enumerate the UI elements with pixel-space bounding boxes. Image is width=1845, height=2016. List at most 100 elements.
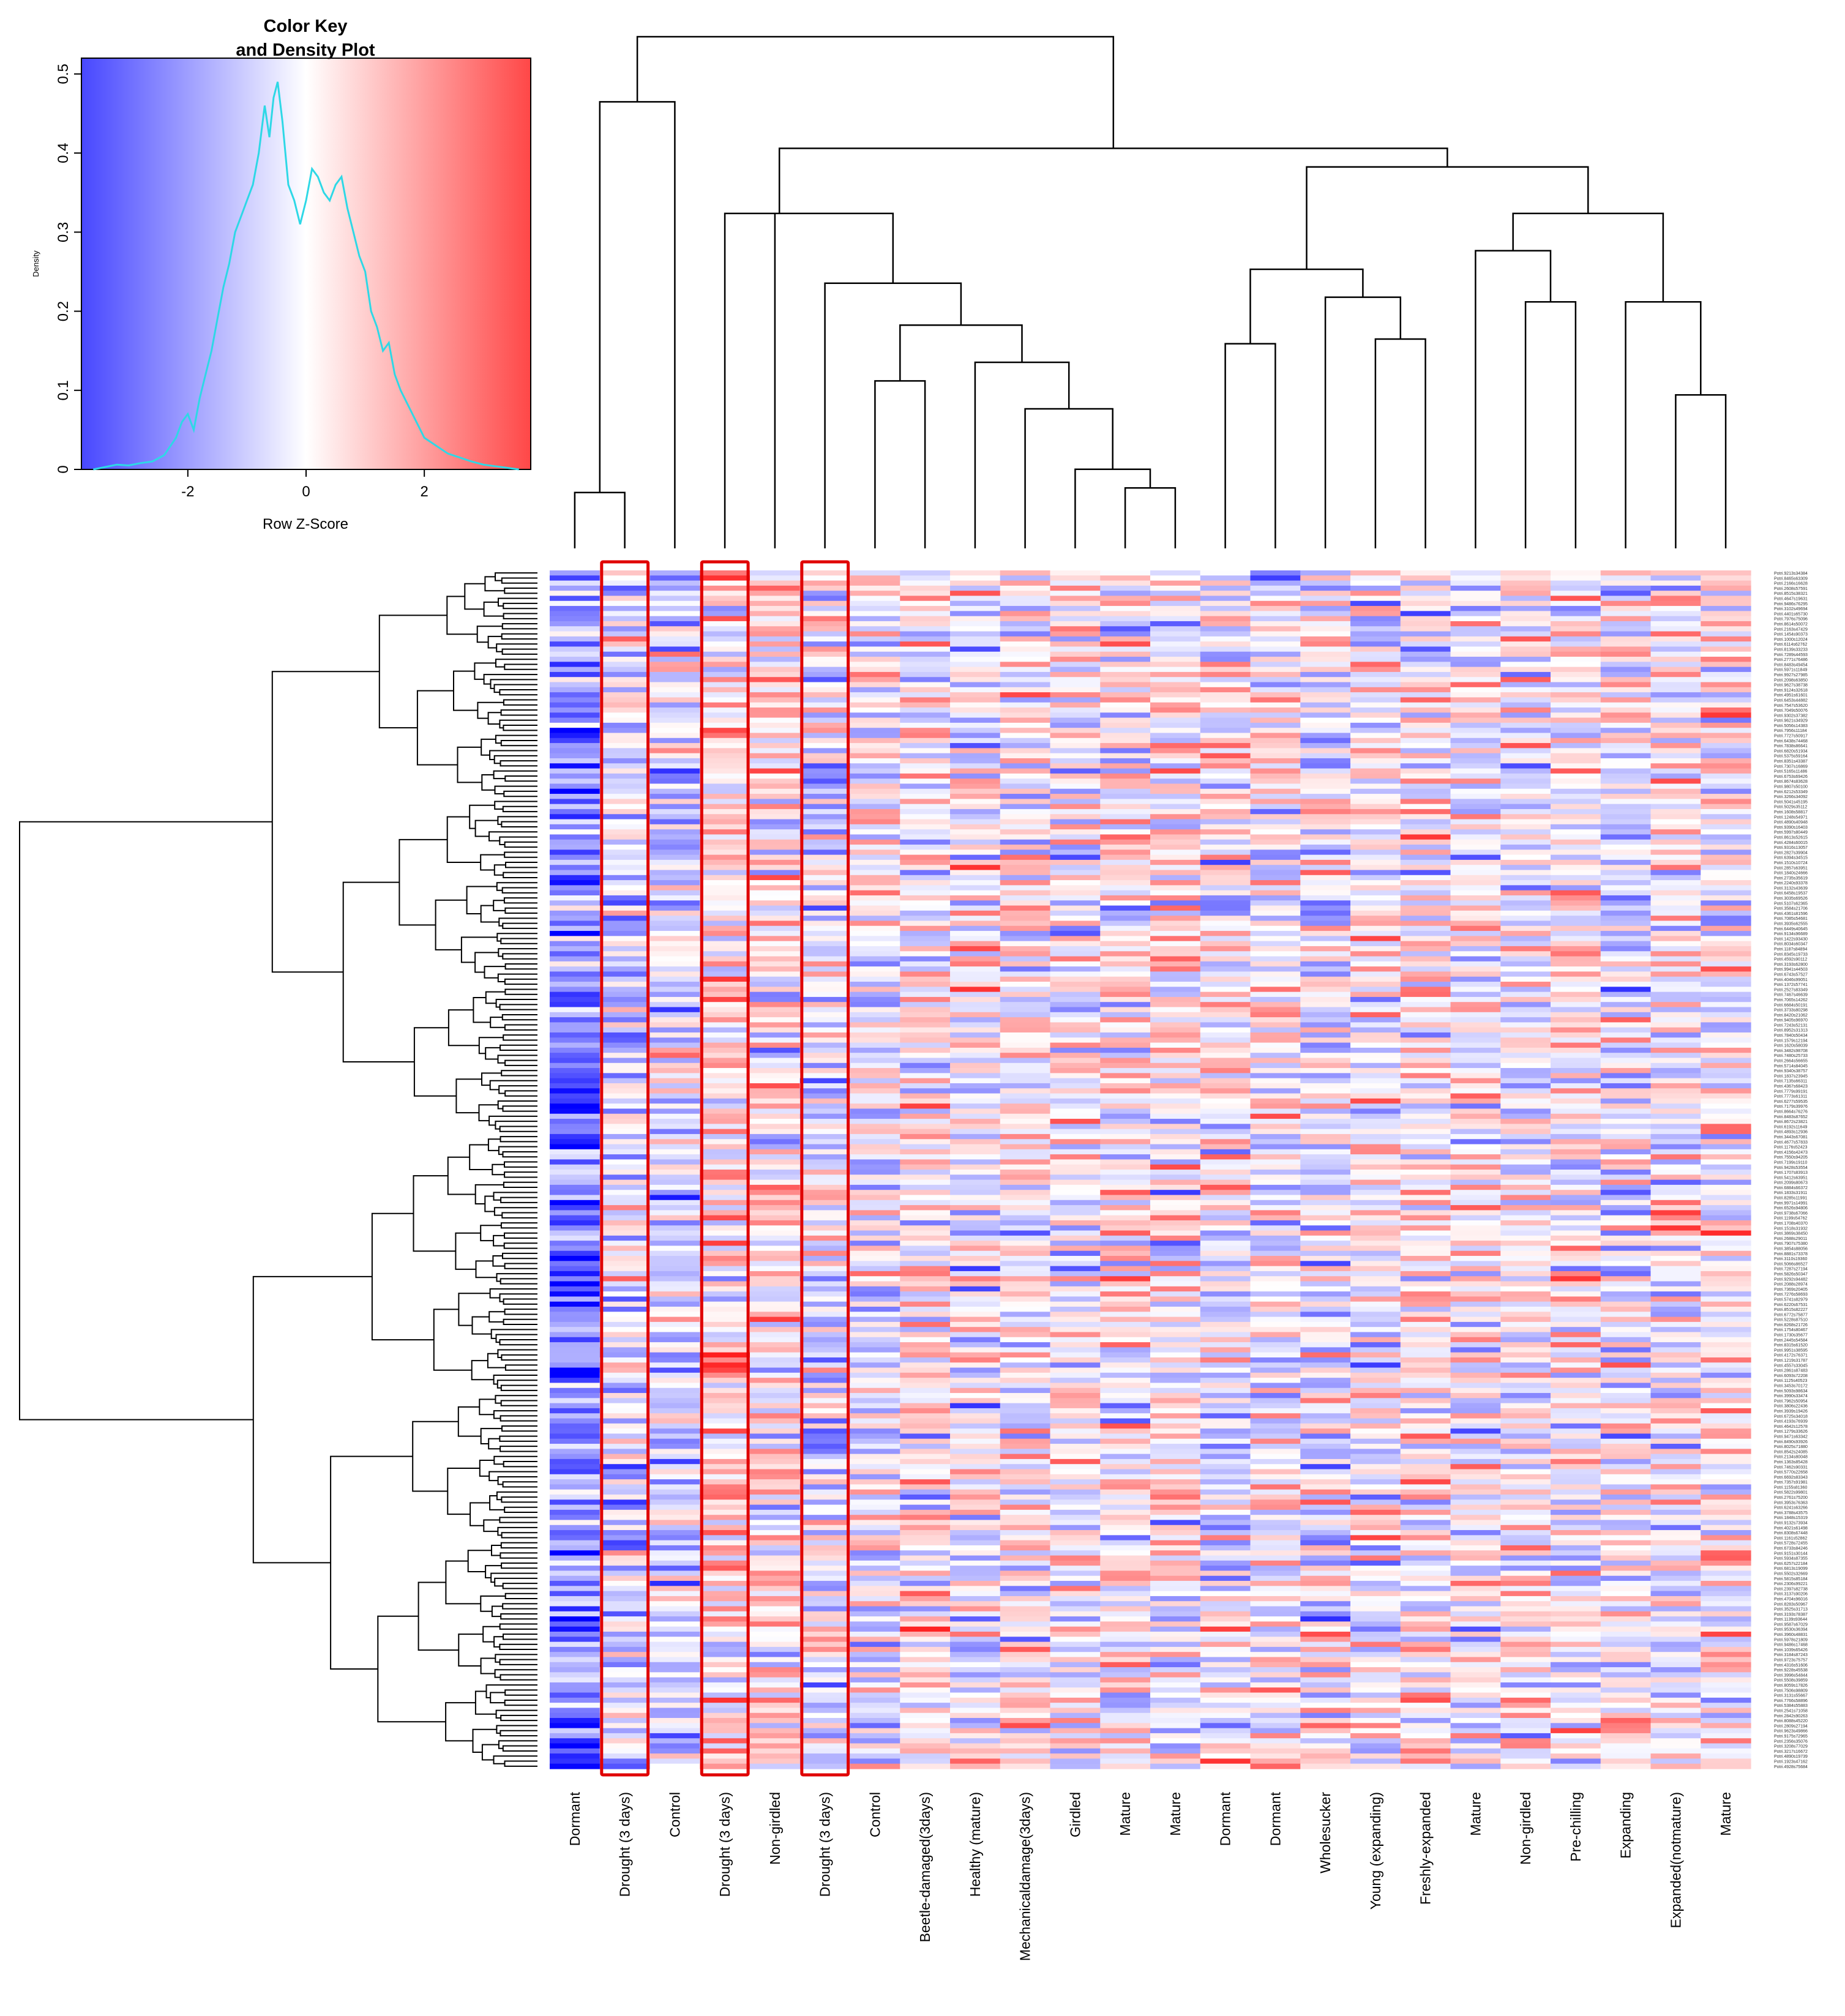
- heatmap-cell: [900, 621, 951, 627]
- heatmap-cell: [1450, 636, 1501, 642]
- heatmap-cell: [1000, 606, 1051, 611]
- heatmap-cell: [649, 956, 700, 962]
- heatmap-cell: [1100, 849, 1151, 856]
- row-dendrogram-link: [504, 1689, 537, 1696]
- heatmap-cell: [649, 1261, 700, 1267]
- heatmap-cell: [1050, 1337, 1101, 1343]
- heatmap-cell: [1551, 936, 1601, 942]
- heatmap-cell: [1300, 1469, 1351, 1475]
- heatmap-cell: [1400, 682, 1451, 688]
- heatmap-cell: [1150, 662, 1201, 668]
- heatmap-cell: [1650, 1098, 1701, 1104]
- heatmap-cell: [1100, 1307, 1151, 1312]
- heatmap-cell: [750, 1235, 801, 1241]
- heatmap-cell: [750, 900, 801, 906]
- heatmap-cell: [1150, 1509, 1201, 1515]
- heatmap-cell: [1200, 1499, 1251, 1506]
- heatmap-cell: [1600, 1012, 1652, 1018]
- heatmap-cell: [1650, 1332, 1701, 1338]
- heatmap-cell: [1300, 1245, 1351, 1252]
- heatmap-cell: [1701, 890, 1751, 896]
- heatmap-cell: [799, 1378, 851, 1384]
- heatmap-cell: [1300, 1058, 1351, 1064]
- row-dendrogram-link: [342, 881, 414, 1062]
- heatmap-cell: [550, 834, 601, 840]
- heatmap-cell: [1650, 717, 1701, 723]
- heatmap-cell: [599, 1509, 651, 1515]
- heatmap-cell: [649, 1449, 700, 1455]
- heatmap-cell: [850, 1372, 900, 1378]
- heatmap-cell: [550, 1387, 601, 1394]
- heatmap-cell: [649, 885, 700, 891]
- heatmap-cell: [1350, 1113, 1401, 1119]
- heatmap-cell: [1150, 808, 1201, 815]
- heatmap-cell: [950, 1022, 1001, 1028]
- heatmap-cell: [1650, 1464, 1701, 1470]
- heatmap-cell: [1050, 1149, 1101, 1155]
- heatmap-cell: [700, 1474, 750, 1480]
- heatmap-cell: [550, 1286, 601, 1292]
- heatmap-cell: [1200, 1266, 1251, 1272]
- heatmap-cell: [1650, 1184, 1701, 1190]
- heatmap-cell: [1000, 1403, 1051, 1409]
- heatmap-cell: [1400, 580, 1451, 586]
- heatmap-cell: [1050, 1058, 1101, 1064]
- heatmap-cell: [1350, 570, 1401, 576]
- heatmap-cell: [1000, 646, 1051, 652]
- heatmap-cell: [1250, 1053, 1301, 1059]
- heatmap-cell: [1600, 585, 1652, 591]
- heatmap-cell: [700, 1484, 750, 1490]
- heatmap-cell: [700, 1403, 750, 1409]
- heatmap-cell: [599, 1499, 651, 1506]
- heatmap-cell: [799, 1312, 851, 1318]
- heatmap-cell: [1200, 748, 1251, 754]
- heatmap-cell: [1551, 916, 1601, 922]
- heatmap-cell: [1551, 1088, 1601, 1094]
- heatmap-cell: [1000, 1119, 1051, 1124]
- heatmap-cell: [900, 1291, 951, 1297]
- heatmap-cell: [1650, 1337, 1701, 1343]
- row-dendrogram-link: [503, 790, 537, 797]
- heatmap-cell: [550, 900, 601, 906]
- heatmap-cell: [1551, 1093, 1601, 1099]
- heatmap-cell: [1000, 865, 1051, 871]
- heatmap-cell: [1300, 814, 1351, 820]
- heatmap-cell: [850, 991, 900, 998]
- heatmap-cell: [550, 1184, 601, 1190]
- heatmap-cell: [1150, 1504, 1201, 1510]
- heatmap-cell: [799, 1235, 851, 1241]
- heatmap-cell: [1551, 1372, 1601, 1378]
- heatmap-cell: [1701, 1504, 1751, 1510]
- heatmap-cell: [1100, 1535, 1151, 1541]
- heatmap-cell: [1450, 1316, 1501, 1323]
- heatmap-cell: [850, 1047, 900, 1053]
- heatmap-cell: [599, 1220, 651, 1226]
- heatmap-cell: [799, 773, 851, 779]
- heatmap-cell: [1350, 859, 1401, 865]
- heatmap-cell: [1200, 1108, 1251, 1114]
- heatmap-cell: [1600, 717, 1652, 723]
- heatmap-cell: [850, 895, 900, 901]
- heatmap-cell: [700, 1520, 750, 1526]
- heatmap-cell: [1450, 845, 1501, 850]
- heatmap-cell: [700, 1362, 750, 1368]
- heatmap-cell: [1250, 1509, 1301, 1515]
- heatmap-cell: [950, 591, 1001, 597]
- heatmap-cell: [1150, 895, 1201, 901]
- heatmap-cell: [1300, 1113, 1351, 1119]
- heatmap-cell: [1250, 773, 1301, 779]
- heatmap-cell: [799, 1327, 851, 1333]
- heatmap-cell: [550, 976, 601, 982]
- heatmap-cell: [1100, 1078, 1151, 1084]
- heatmap-cell: [1300, 728, 1351, 734]
- heatmap-cell: [649, 1566, 700, 1572]
- heatmap-cell: [1650, 920, 1701, 927]
- heatmap-cell: [1701, 946, 1751, 952]
- heatmap-cell: [1300, 1428, 1351, 1435]
- heatmap-cell: [599, 575, 651, 581]
- heatmap-cell: [1551, 662, 1601, 668]
- heatmap-cell: [1300, 1032, 1351, 1038]
- heatmap-cell: [1551, 845, 1601, 850]
- heatmap-cell: [599, 910, 651, 916]
- heatmap-cell: [1350, 1205, 1401, 1211]
